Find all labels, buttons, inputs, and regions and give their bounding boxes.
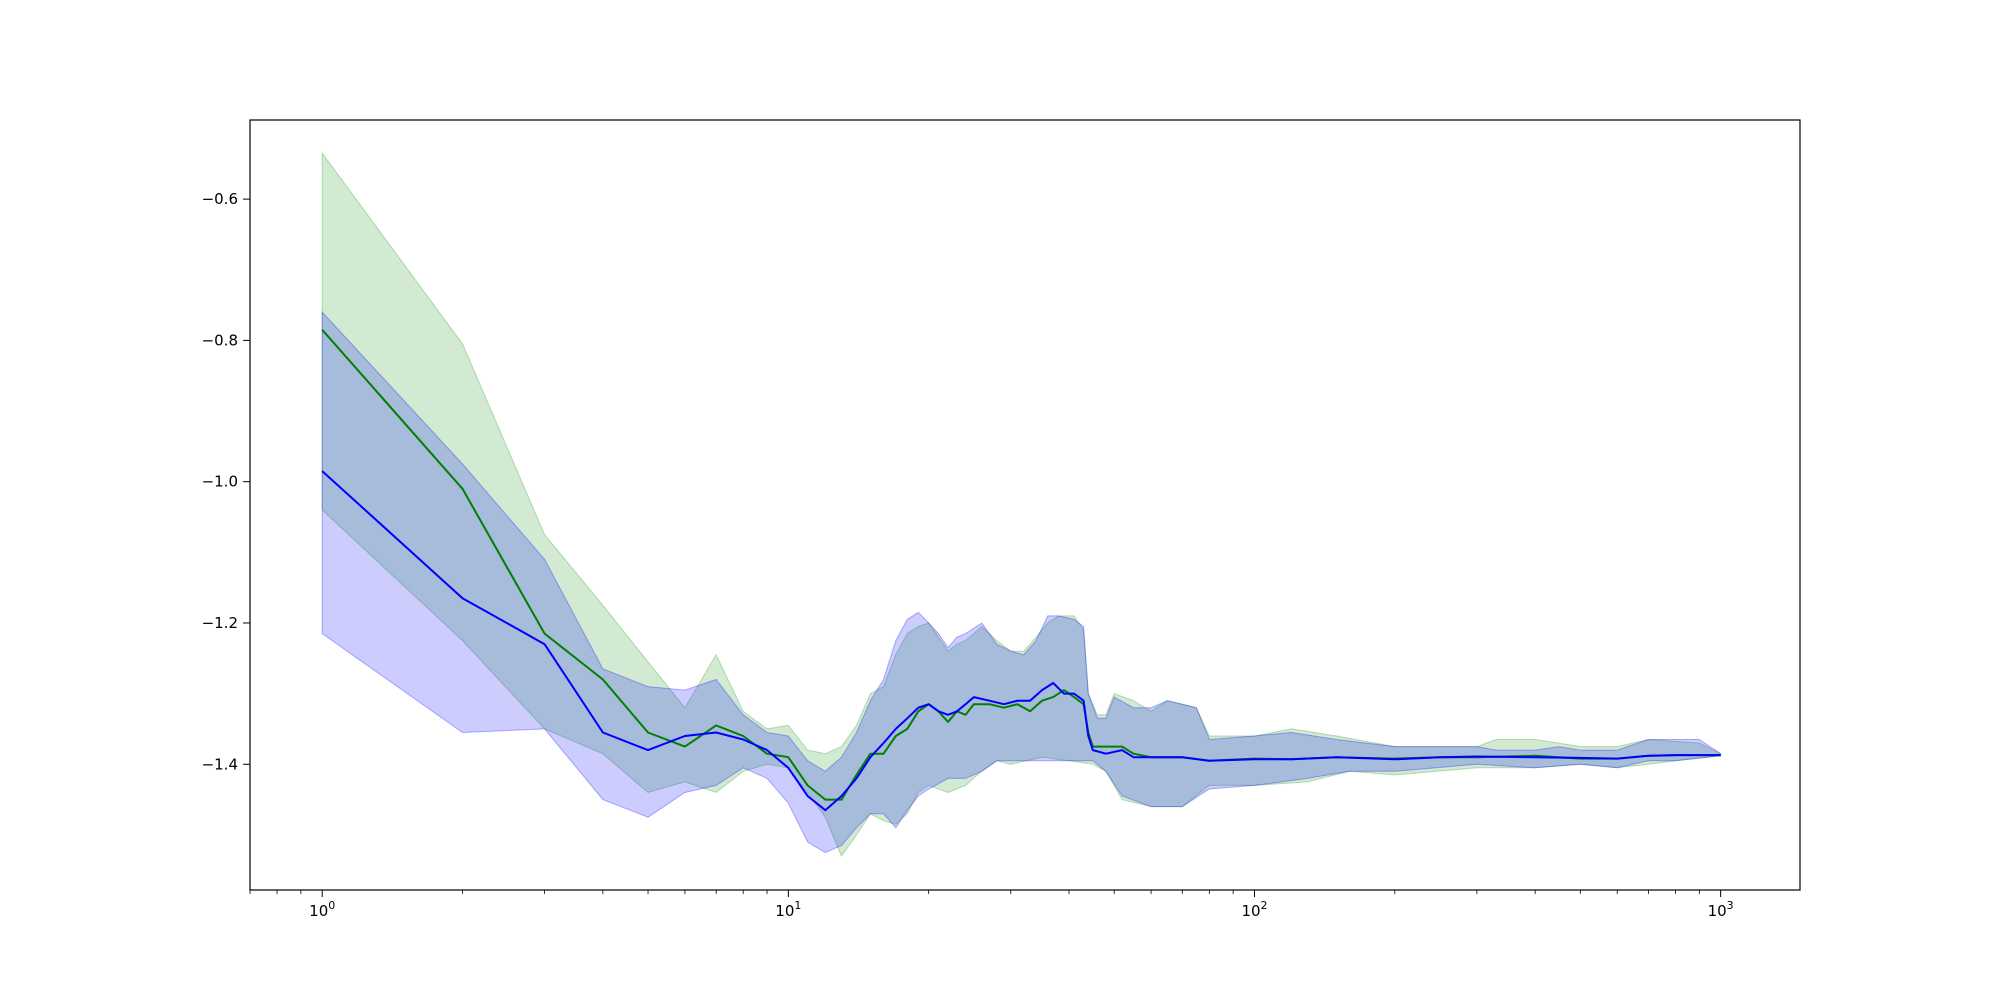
y-axis: −0.6 −0.8 −1.0 −1.2 −1.4 [202, 190, 250, 773]
x-tick-label: 102 [1241, 899, 1267, 920]
y-tick-label: −0.6 [202, 190, 238, 208]
x-tick-label: 103 [1708, 899, 1734, 920]
confidence-bands [321, 151, 1722, 858]
series-2-mean-line [321, 470, 1721, 812]
series-2-band [321, 310, 1722, 854]
x-tick-label: 101 [775, 899, 801, 920]
y-tick-label: −0.8 [202, 331, 238, 349]
plot-frame [249, 119, 1801, 891]
y-tick-label: −1.4 [202, 755, 238, 773]
x-tick-label: 100 [309, 899, 335, 920]
y-tick-label: −1.2 [202, 614, 238, 632]
mean-lines [321, 329, 1721, 812]
x-axis: 100 101 102 103 [249, 890, 1734, 920]
series-1-band [321, 151, 1722, 858]
y-tick-label: −1.0 [202, 473, 238, 491]
